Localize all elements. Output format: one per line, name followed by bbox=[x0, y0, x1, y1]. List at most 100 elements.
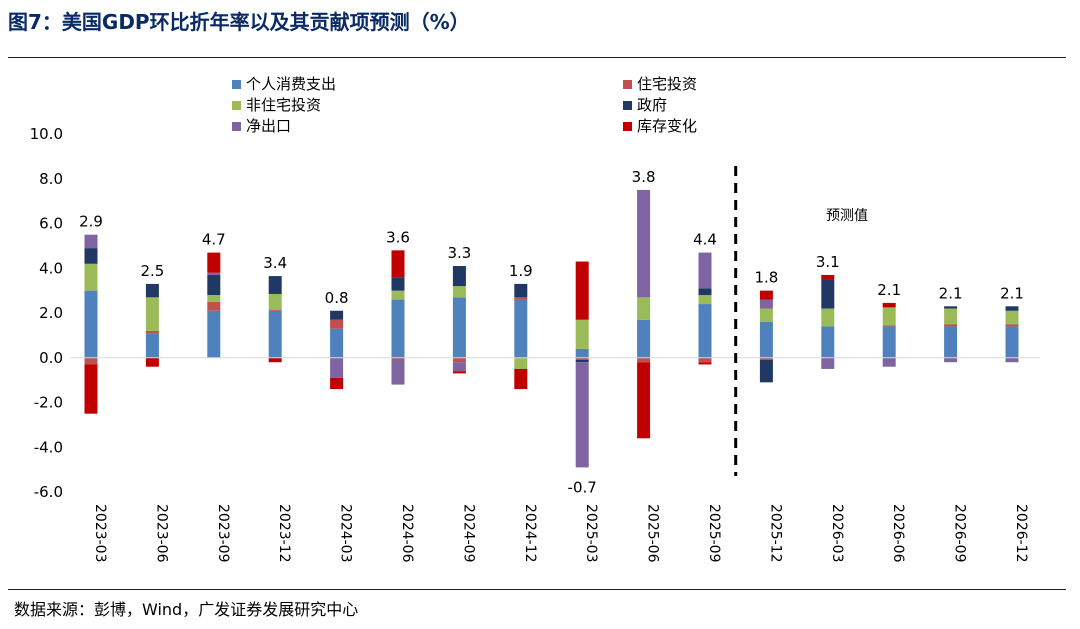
bar-segment bbox=[698, 362, 712, 365]
y-tick-label: -2.0 bbox=[34, 394, 63, 412]
total-data-label: 2.5 bbox=[140, 262, 164, 280]
x-tick-label: 2024-12 bbox=[522, 504, 538, 563]
legend-swatch bbox=[623, 122, 632, 131]
bar-segment bbox=[882, 326, 896, 358]
bar-segment bbox=[514, 357, 528, 369]
bar-segment bbox=[759, 308, 773, 322]
bottom-rule bbox=[8, 589, 1066, 590]
x-tick-label: 2024-03 bbox=[338, 504, 354, 563]
forecast-marker: 预测值 bbox=[734, 166, 868, 476]
y-tick-label: 10.0 bbox=[30, 125, 63, 143]
x-tick-label: 2026-06 bbox=[890, 504, 906, 563]
total-labels: 2.9 2.5 4.7 3.4 0.8 3.6 3.3 1.9 -0.7 3.8 4.4 1.8 3.1… bbox=[79, 168, 1024, 496]
total-data-label: 2.1 bbox=[939, 284, 963, 302]
bar-segment bbox=[268, 357, 282, 363]
x-tick-label: 2023-03 bbox=[92, 504, 108, 563]
total-data-label: 4.4 bbox=[693, 231, 717, 249]
bar-segment bbox=[452, 297, 466, 358]
bar-segment bbox=[882, 302, 896, 308]
bar-segment bbox=[944, 326, 958, 358]
bar-segment bbox=[391, 299, 405, 358]
bar-segment bbox=[514, 283, 528, 298]
bar-segment bbox=[575, 357, 589, 360]
top-rule bbox=[8, 57, 1066, 58]
bar-segment bbox=[268, 293, 282, 310]
bar-segment bbox=[145, 297, 159, 331]
x-tick-label: 2023-06 bbox=[153, 504, 169, 563]
bar-segment bbox=[821, 326, 835, 358]
x-tick-label: 2023-12 bbox=[276, 504, 292, 563]
total-data-label: 3.1 bbox=[816, 253, 840, 271]
bar-segment bbox=[391, 290, 405, 300]
total-data-label: 1.8 bbox=[754, 269, 778, 287]
bar-segment bbox=[207, 272, 221, 275]
y-tick-label: 6.0 bbox=[39, 215, 63, 233]
bar-segment bbox=[207, 301, 221, 311]
total-data-label: 3.8 bbox=[632, 168, 656, 186]
bar-segment bbox=[759, 299, 773, 309]
total-data-label: 2.1 bbox=[1000, 284, 1024, 302]
bar-segment bbox=[84, 263, 98, 291]
x-tick-label: 2026-03 bbox=[829, 504, 845, 563]
total-data-label: 2.1 bbox=[877, 281, 901, 299]
bar-segment bbox=[391, 277, 405, 291]
bar-segment bbox=[391, 357, 405, 360]
bar-segment bbox=[330, 328, 344, 358]
bar-segment bbox=[759, 321, 773, 358]
bar-segment bbox=[84, 290, 98, 358]
bar-segment bbox=[268, 309, 282, 311]
y-axis: 10.0 8.0 6.0 4.0 2.0 0.0 -2.0 -4.0 -6.0 bbox=[30, 125, 63, 501]
bar-segment bbox=[391, 250, 405, 278]
x-tick-label: 2025-09 bbox=[706, 504, 722, 563]
bar-segment bbox=[575, 261, 589, 320]
legend-swatch bbox=[232, 101, 241, 110]
bar-segment bbox=[882, 325, 896, 327]
bar-segment bbox=[759, 357, 773, 360]
bar-segment bbox=[759, 290, 773, 300]
legend-swatch bbox=[232, 122, 241, 131]
data-source-note: 数据来源：彭博，Wind，广发证券发展研究中心 bbox=[14, 600, 359, 619]
legend-entry-label: 非住宅投资 bbox=[246, 96, 321, 114]
bar-segment bbox=[698, 295, 712, 305]
bar-segment bbox=[575, 319, 589, 349]
bar-segment bbox=[944, 324, 958, 327]
bar-segment bbox=[330, 310, 344, 320]
bar-segment bbox=[207, 310, 221, 358]
y-tick-label: -6.0 bbox=[34, 483, 63, 501]
bar-segment bbox=[637, 362, 651, 439]
bar-segment bbox=[391, 359, 405, 385]
bar-segment bbox=[145, 333, 159, 358]
bar-segment bbox=[698, 252, 712, 289]
total-data-label: 4.7 bbox=[202, 231, 226, 249]
bar-segment bbox=[575, 359, 589, 363]
y-tick-label: 2.0 bbox=[39, 304, 63, 322]
bar-segment bbox=[637, 189, 651, 298]
x-tick-label: 2025-03 bbox=[583, 504, 599, 563]
bar-segment bbox=[330, 377, 344, 390]
y-tick-label: 8.0 bbox=[39, 170, 63, 188]
legend-entry-label: 净出口 bbox=[246, 117, 291, 135]
x-tick-label: 2026-12 bbox=[1013, 504, 1029, 563]
x-axis: 2023-03 2023-06 2023-09 2023-12 2024-03 2024-… bbox=[92, 504, 1029, 563]
bar-segment bbox=[514, 368, 528, 390]
bar-segment bbox=[944, 357, 958, 363]
legend-swatch bbox=[623, 80, 632, 89]
bar-segment bbox=[1005, 326, 1019, 358]
bar-segment bbox=[759, 359, 773, 383]
bar-segment bbox=[882, 357, 896, 367]
bar-segment bbox=[821, 274, 835, 280]
y-tick-label: 4.0 bbox=[39, 259, 63, 277]
figure-title: 图7：美国GDP环比折年率以及其贡献项预测（%） bbox=[8, 10, 470, 34]
legend-entry-label: 政府 bbox=[637, 96, 667, 114]
bar-segment bbox=[330, 357, 344, 378]
total-data-label: 3.6 bbox=[386, 228, 410, 246]
x-tick-label: 2026-09 bbox=[952, 504, 968, 563]
legend-entry-label: 住宅投资 bbox=[637, 75, 697, 93]
bar-segment bbox=[452, 371, 466, 374]
bar-segment bbox=[698, 288, 712, 296]
x-tick-label: 2023-09 bbox=[215, 504, 231, 563]
bar-segment bbox=[821, 279, 835, 309]
x-tick-label: 2024-09 bbox=[460, 504, 476, 563]
bar-segment bbox=[452, 286, 466, 298]
